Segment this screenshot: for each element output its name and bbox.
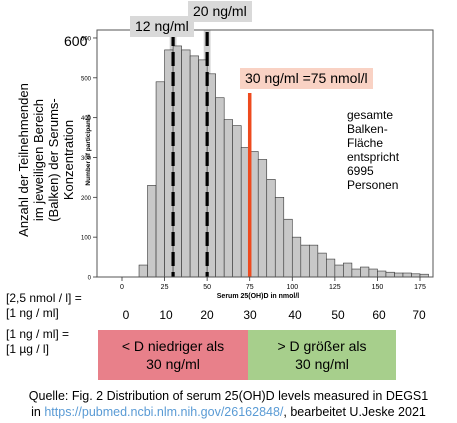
histogram-bar <box>309 244 319 278</box>
ngml-tick-label: 60 <box>372 308 386 322</box>
y-axis-title-small: Number of participants <box>85 114 92 186</box>
histogram-bar <box>257 159 268 278</box>
conversion-row2-label: [1 ng / ml] = [1 µg / l] <box>6 327 69 357</box>
y-tick-label: 400 <box>81 116 92 122</box>
x-tick-label: 150 <box>372 284 384 291</box>
x-tick-label: 25 <box>161 284 169 291</box>
note-line: Fläche <box>347 136 384 150</box>
label-20-ngml: 20 ng/ml <box>188 1 252 22</box>
x-tick-label: 125 <box>329 284 341 291</box>
source-citation: Quelle: Fig. 2 Distribution of serum 25(… <box>0 388 457 420</box>
y-tick-label: 500 <box>81 76 92 82</box>
histogram-bar <box>317 252 327 278</box>
histogram-bar <box>377 270 387 278</box>
label-12-ngml: 12 ng/ml <box>130 16 194 37</box>
histogram-bar <box>334 264 344 278</box>
conversion-row2-line: [1 ng / ml] = <box>6 327 70 341</box>
histogram-bar <box>147 185 157 278</box>
x-tick-label: 100 <box>286 284 298 291</box>
note-line: 6995 <box>347 164 374 178</box>
histogram-bar <box>343 262 353 278</box>
histogram-bar <box>266 179 276 278</box>
histogram-bar <box>326 258 336 278</box>
x-tick-label: 75 <box>246 284 254 291</box>
total-area-note: gesamte Balken- Fläche entspricht 6995 P… <box>347 108 399 192</box>
x-tick-label: 175 <box>414 284 426 291</box>
y-tick-label: 100 <box>81 236 92 242</box>
note-line: gesamte <box>347 108 394 122</box>
y-tick-label: 600 <box>81 36 92 42</box>
conversion-row1-line: [1 ng / ml] <box>6 306 59 320</box>
histogram-bar <box>351 268 361 278</box>
ngml-tick-label: 20 <box>200 308 214 322</box>
ngml-tick-label: 70 <box>412 308 426 322</box>
note-line: Balken- <box>347 122 388 136</box>
axis-600-label: 600 <box>64 33 88 49</box>
histogram-bar <box>360 266 370 278</box>
y-tick-label: 300 <box>81 156 92 162</box>
conversion-row1-label: [2,5 nmol / l] = [1 ng / ml] <box>6 291 82 321</box>
histogram-bar <box>283 218 293 278</box>
note-line: Personen <box>347 178 399 192</box>
zone-low-line: < D niedriger als <box>121 338 225 354</box>
histogram-bar <box>394 272 404 278</box>
histogram-bar <box>223 119 233 278</box>
y-title-line: Konzentration <box>61 119 76 201</box>
source-line-2: in https://pubmed.ncbi.nlm.nih.gov/26162… <box>0 404 457 420</box>
ngml-tick-label: 30 <box>243 308 257 322</box>
x-tick-label: 0 <box>120 284 124 291</box>
source-suffix: , bearbeitet U.Jeske 2021 <box>283 405 426 419</box>
histogram-bar <box>155 81 165 278</box>
histogram-bar <box>385 271 395 278</box>
zone-high-line: > D größer als <box>277 338 367 354</box>
zone-above-30: > D größer als 30 ng/ml <box>248 330 396 380</box>
x-tick-label: 50 <box>203 284 211 291</box>
y-title-line: (Balken) der Serums- <box>46 98 61 222</box>
note-line: entspricht <box>347 150 400 164</box>
histogram-bar <box>402 272 412 278</box>
x-axis-title: Serum 25(OH)D in nmol/l <box>217 293 300 300</box>
histogram-bar <box>181 49 191 278</box>
conversion-row1-line: [2,5 nmol / l] = <box>6 291 82 305</box>
conversion-row2-line: [1 µg / l] <box>6 342 49 356</box>
ngml-tick-label: 40 <box>288 308 302 322</box>
y-tick-label: 200 <box>81 196 92 202</box>
histogram-bar <box>291 236 302 278</box>
histogram-bar <box>368 268 378 278</box>
histogram-bar <box>232 125 242 278</box>
ngml-tick-label: 50 <box>331 308 345 322</box>
zone-high-line: 30 ng/ml <box>295 356 349 372</box>
y-title-line: Anzahl der Teilnehmenden <box>16 83 31 237</box>
source-line-1: Quelle: Fig. 2 Distribution of serum 25(… <box>28 389 429 403</box>
y-title-line: im jeweiligen Bereich <box>31 98 46 222</box>
y-tick-label: 0 <box>88 276 92 282</box>
histogram-bar <box>300 244 310 278</box>
histogram-bar <box>189 55 199 278</box>
histogram-bar <box>138 264 148 278</box>
source-link[interactable]: https://pubmed.ncbi.nlm.nih.gov/26162848… <box>44 405 284 419</box>
zone-low-line: 30 ng/ml <box>146 356 200 372</box>
source-prefix: in <box>31 405 45 419</box>
ngml-tick-label: 10 <box>159 308 173 322</box>
plot-frame <box>96 29 434 278</box>
label-30-ngml: 30 ng/ml =75 nmol/l <box>240 68 373 89</box>
zone-below-30: < D niedriger als 30 ng/ml <box>98 330 248 380</box>
histogram-bar <box>215 97 225 278</box>
ngml-tick-label: 0 <box>122 308 130 322</box>
y-axis-german-title: Anzahl der Teilnehmenden im jeweiligen B… <box>6 30 86 290</box>
histogram-bar <box>274 197 285 278</box>
histogram-chart: 0 25 50 75 100 125 150 175 0100200300400500600 … <box>81 29 434 300</box>
